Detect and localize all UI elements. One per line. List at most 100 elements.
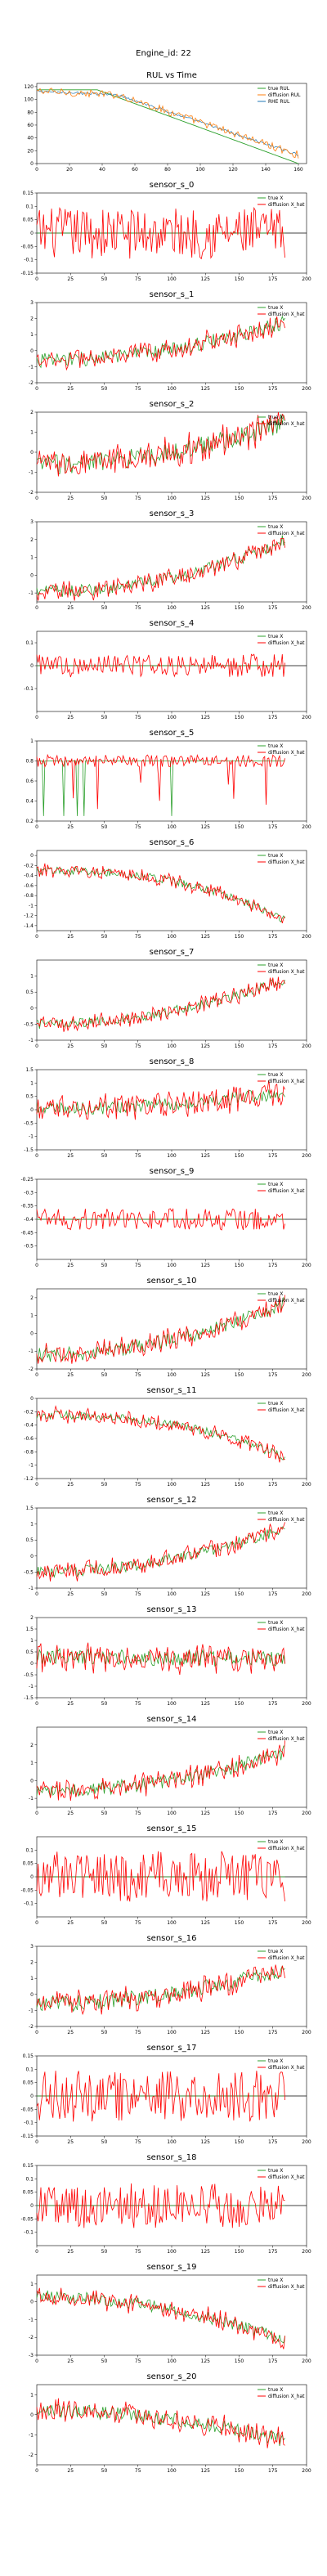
x-tick-label: 75: [135, 1920, 141, 1926]
legend-label: diffusion X_hat: [268, 969, 305, 975]
x-tick-label: 200: [302, 1591, 311, 1597]
legend-label: true X: [268, 963, 283, 968]
y-tick-label: -0.15: [20, 2134, 34, 2139]
x-tick-label: 0: [35, 2249, 38, 2255]
x-tick-label: 0: [35, 715, 38, 720]
x-tick-label: 150: [235, 2249, 244, 2255]
x-tick-label: 50: [101, 1372, 108, 1378]
legend-label: diffusion X_hat: [268, 2174, 305, 2180]
x-tick-label: 200: [302, 2030, 311, 2035]
legend-label: diffusion X_hat: [268, 1079, 305, 1084]
y-tick-label: 0.15: [23, 2163, 34, 2169]
y-tick-label: -0.15: [20, 271, 34, 276]
chart-title: sensor_s_4: [150, 619, 195, 628]
chart-panel-0: RUL vs Time 0 20 40 60 80 100 120 140 160 0 20 40 60 8…: [0, 65, 327, 188]
y-tick-label: 0.2: [25, 819, 34, 824]
y-tick-label: 1: [30, 974, 34, 980]
chart-title: sensor_s_11: [146, 1386, 196, 1395]
series-line-1: [37, 538, 285, 600]
x-tick-label: 75: [135, 386, 141, 392]
x-tick-label: 120: [228, 167, 238, 173]
x-tick-label: 100: [167, 2030, 177, 2035]
y-tick-label: -0.6: [24, 1436, 34, 1442]
x-tick-label: 150: [235, 1482, 244, 1488]
x-tick-label: 200: [302, 1043, 311, 1049]
x-tick-label: 125: [201, 2468, 211, 2474]
x-tick-label: 100: [167, 386, 177, 392]
chart-panel-17: sensor_s_160 25 50 75 100 125 150 175 200-2-1012…: [0, 1928, 327, 2051]
legend-label: true RUL: [268, 86, 290, 92]
y-tick-label: -1: [29, 1349, 34, 1354]
legend-label: true X: [268, 305, 283, 311]
legend-label: diffusion X_hat: [268, 640, 305, 646]
x-tick-label: 125: [201, 1811, 211, 1816]
y-tick-label: 0.05: [23, 218, 34, 223]
x-tick-label: 0: [35, 167, 38, 173]
chart-title: sensor_s_14: [146, 1715, 196, 1724]
y-tick-label: 1: [30, 332, 34, 338]
x-tick-label: 125: [201, 1591, 211, 1597]
x-tick-label: 150: [235, 1920, 244, 1926]
x-tick-label: 75: [135, 2358, 141, 2364]
y-tick-label: -1: [29, 1463, 34, 1469]
y-tick-label: 2: [30, 537, 34, 543]
x-tick-label: 125: [201, 1153, 211, 1159]
y-tick-label: 0: [30, 1331, 34, 1336]
x-tick-label: 0: [35, 1701, 38, 1707]
legend-label: diffusion X_hat: [268, 1407, 305, 1413]
legend-label: diffusion X_hat: [268, 859, 305, 865]
x-tick-label: 100: [167, 276, 177, 282]
x-tick-label: 50: [101, 1920, 108, 1926]
x-tick-label: 200: [302, 2139, 311, 2145]
y-tick-label: 1: [30, 1976, 34, 1981]
x-tick-label: 125: [201, 2030, 211, 2035]
y-tick-label: -0.05: [20, 2216, 34, 2222]
chart-panel-20: sensor_s_190 25 50 75 100 125 150 175 200-3-2-10…: [0, 2257, 327, 2380]
y-tick-label: -1.4: [24, 923, 34, 929]
legend-label: diffusion X_hat: [268, 312, 305, 317]
x-tick-label: 200: [302, 1701, 311, 1707]
y-tick-label: 1: [30, 1313, 34, 1319]
x-tick-label: 175: [268, 2139, 278, 2145]
x-tick-label: 100: [167, 2358, 177, 2364]
chart-title: sensor_s_9: [150, 1167, 195, 1176]
chart-panel-13: sensor_s_120 25 50 75 100 125 150 175 200-1-0.50…: [0, 1490, 327, 1613]
chart-panel-12: sensor_s_110 25 50 75 100 125 150 175 200-1.2-1-…: [0, 1380, 327, 1503]
y-tick-label: 0.8: [25, 759, 34, 765]
axes-frame: [37, 631, 307, 711]
legend-label: true X: [268, 524, 283, 530]
axes-frame: [37, 2275, 307, 2355]
x-tick-label: 50: [101, 824, 108, 830]
legend-label: true X: [268, 2278, 283, 2283]
chart-panel-5: sensor_s_4 0 25 50 75 100 125 150 175 200 -0.1 0 0.1…: [0, 613, 327, 736]
series-line-1: [37, 864, 285, 923]
y-tick-label: -1: [29, 1586, 34, 1591]
series-line-0: [37, 90, 298, 164]
x-tick-label: 200: [302, 1153, 311, 1159]
x-tick-label: 125: [201, 934, 211, 940]
x-tick-label: 75: [135, 496, 141, 501]
series-line-1: [37, 1407, 285, 1463]
x-tick-label: 125: [201, 2358, 211, 2364]
legend-label: diffusion X_hat: [268, 202, 305, 208]
legend-label: true X: [268, 1620, 283, 1626]
y-tick-label: -1: [29, 1038, 34, 1043]
x-tick-label: 50: [101, 1482, 108, 1488]
legend-label: true X: [268, 1839, 283, 1845]
y-tick-label: 1: [30, 2282, 34, 2287]
x-tick-label: 150: [235, 605, 244, 611]
x-tick-label: 25: [67, 2030, 74, 2035]
x-tick-label: 75: [135, 2249, 141, 2255]
y-tick-label: -0.05: [20, 1887, 34, 1893]
x-tick-label: 125: [201, 1372, 211, 1378]
y-tick-label: -1.2: [24, 913, 34, 919]
legend-label: diffusion X_hat: [268, 1517, 305, 1523]
x-tick-label: 200: [302, 605, 311, 611]
chart-panel-9: sensor_s_8 0 25 50 75 100 125 150 175 200 -1.5 -1 -0…: [0, 1052, 327, 1174]
x-tick-label: 150: [235, 1591, 244, 1597]
series-line-1: [37, 90, 298, 156]
y-tick-label: -0.05: [20, 244, 34, 249]
y-tick-label: -0.1: [24, 2120, 34, 2126]
chart-title: sensor_s_8: [150, 1057, 195, 1066]
y-tick-label: -0.4: [24, 873, 34, 879]
